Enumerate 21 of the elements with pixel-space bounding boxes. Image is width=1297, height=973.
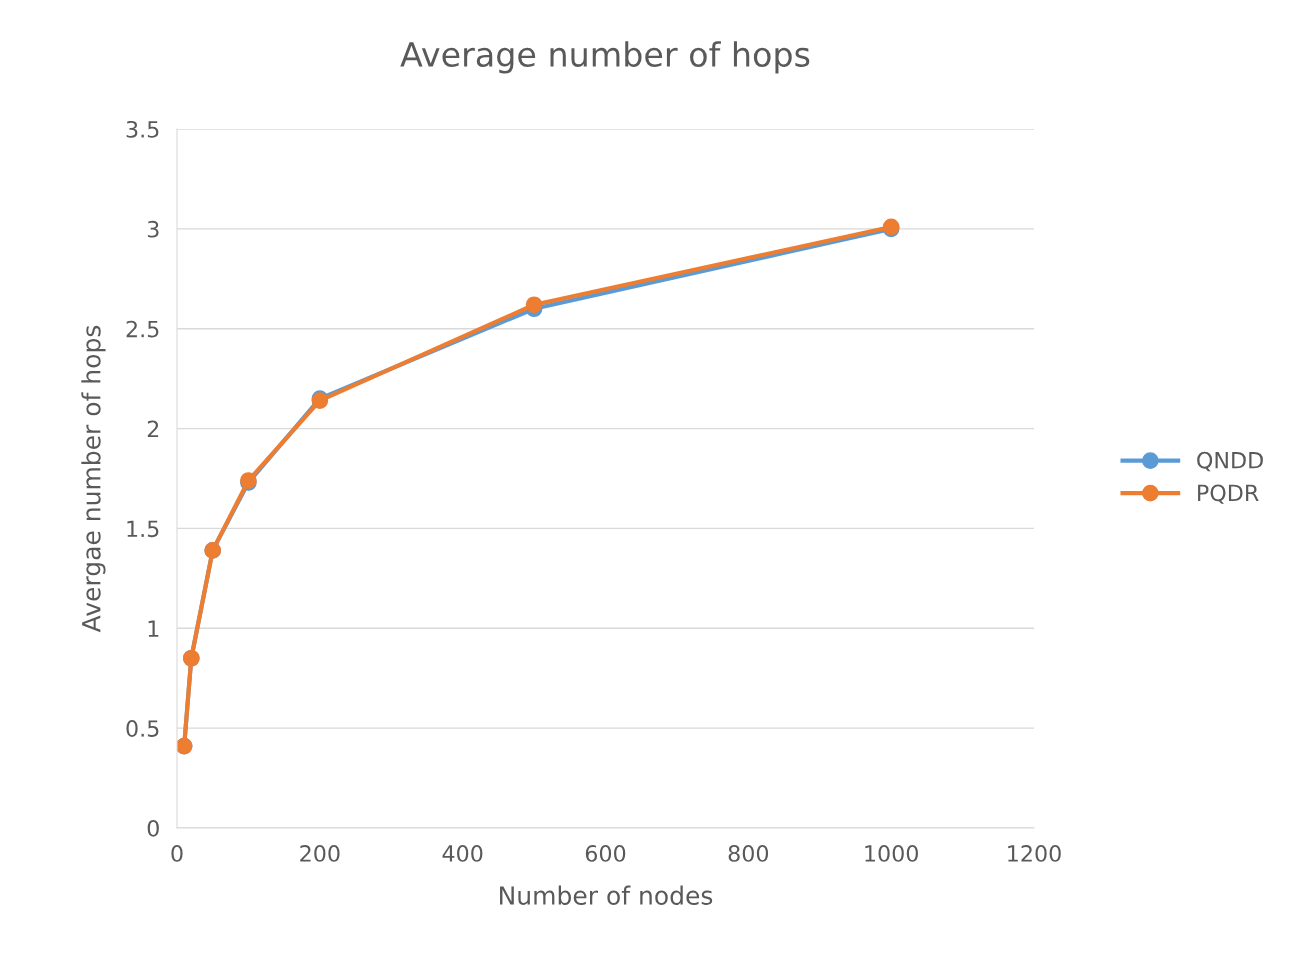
- x-tick-label: 800: [728, 845, 769, 862]
- x-tick-label: 1200: [1008, 845, 1061, 862]
- point: [525, 296, 543, 314]
- chart-title: Average number of hops: [400, 41, 810, 74]
- legend-label: PQDR: [1198, 484, 1259, 504]
- y-tick-label: 2.5: [126, 320, 159, 338]
- y-tick-label: 1.5: [127, 520, 159, 538]
- y-tick-label: 1: [148, 620, 159, 637]
- y-tick-label: 2: [147, 420, 159, 438]
- y-axis-title: Avergae number of hops: [81, 325, 106, 633]
- y-tick-label: 0.5: [126, 720, 159, 737]
- x-tick-label: 1000: [865, 845, 918, 862]
- y-tick-label: 3.5: [126, 120, 159, 138]
- x-tick-label: 400: [442, 845, 483, 862]
- y-tick-label: 3: [147, 220, 159, 238]
- y-tick-label: 0: [147, 819, 159, 837]
- x-axis-title: Number of nodes: [500, 885, 713, 905]
- x-tick-label: 0: [171, 845, 183, 862]
- legend-label: QNDD: [1197, 451, 1263, 472]
- x-tick-label: 200: [300, 845, 340, 862]
- x-tick-label: 600: [585, 845, 626, 862]
